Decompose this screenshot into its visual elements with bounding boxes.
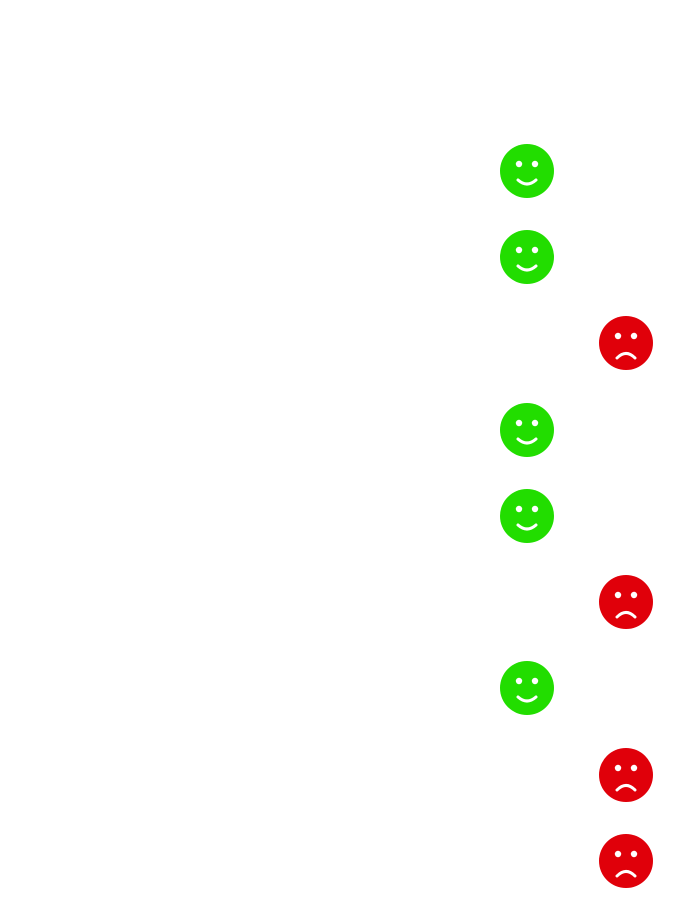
sad-face-icon — [597, 573, 655, 631]
happy-face-icon — [498, 228, 556, 286]
sad-face-icon — [597, 746, 655, 804]
happy-face-icon — [498, 487, 556, 545]
happy-face-icon — [498, 142, 556, 200]
sad-face-icon — [597, 314, 655, 372]
sad-face-icon — [597, 832, 655, 890]
happy-face-icon — [498, 659, 556, 717]
happy-face-icon — [498, 401, 556, 459]
